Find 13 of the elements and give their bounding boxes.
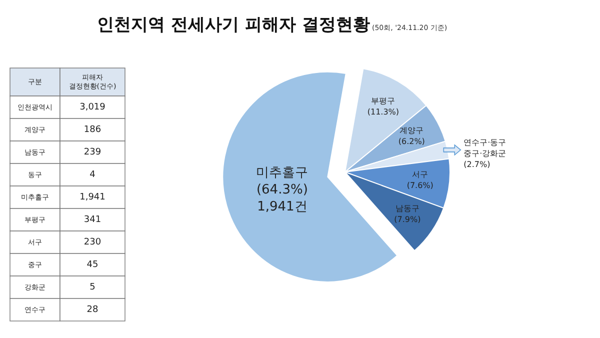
data-label: (6.2%) [398, 137, 425, 146]
slice-label: 계양구 [400, 126, 424, 136]
slice-label: 서구 [412, 170, 428, 180]
chart-title: 인천지역 전세사기 피해자 결정현황 [97, 15, 370, 35]
data-label: (7.9%) [394, 215, 421, 224]
data-label: (64.3%) 1,941건 [256, 182, 308, 214]
data-label: (11.3%) [367, 107, 400, 116]
slice-label: 남동구 [395, 204, 420, 214]
slice-label: 미추홀구 [256, 165, 308, 180]
data-label: (7.6%) [406, 181, 434, 190]
data-label: (2.7%) [464, 160, 490, 170]
legend-label: 연수구·동구 중구·강화군 [464, 138, 506, 158]
slice-label: 부평구 [371, 96, 396, 106]
